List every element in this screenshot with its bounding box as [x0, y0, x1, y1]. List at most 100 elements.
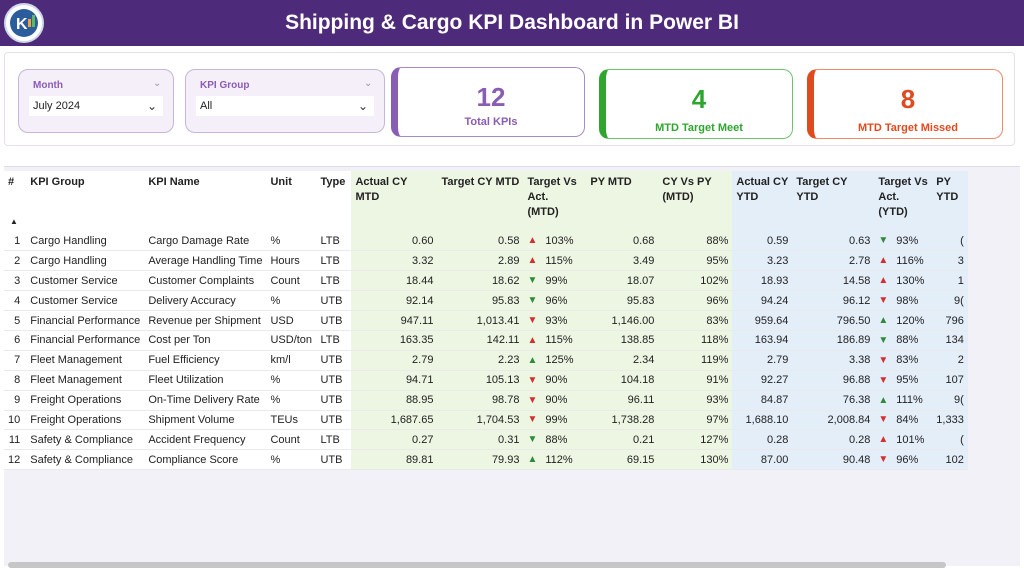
cell-py-ytd: 102 [932, 449, 968, 471]
cell-tva-ytd: 88% [892, 330, 933, 351]
cell-target-ytd: 90.48 [792, 449, 875, 471]
triangle-up-icon: ▲ [874, 429, 893, 451]
cell-unit: km/l [266, 350, 317, 371]
cell-unit: % [266, 290, 317, 312]
triangle-up-icon: ▲ [523, 330, 542, 351]
cell-actual-mtd: 94.71 [351, 370, 438, 391]
table-row[interactable]: 5 Financial Performance Revenue per Shipme… [4, 310, 968, 331]
cell-idx: 7 [4, 350, 27, 371]
chevron-down-icon[interactable]: ⌄ [364, 78, 373, 89]
table-row[interactable]: 3 Customer Service Customer Complaints Coun… [4, 270, 968, 292]
col-header-kpi-group[interactable]: KPI Group [26, 171, 145, 231]
triangle-up-icon: ▲ [523, 250, 542, 272]
cell-py-ytd: ( [932, 429, 968, 451]
page-title: Shipping & Cargo KPI Dashboard in Power … [285, 11, 739, 34]
cell-idx: 5 [4, 310, 27, 331]
cell-py-mtd: 95.83 [586, 290, 659, 312]
cell-name: Cost per Ton [144, 330, 267, 351]
horizontal-scrollbar[interactable] [8, 562, 946, 568]
col-header-unit[interactable]: Unit [266, 171, 317, 231]
col-header-target-vs-act-ytd[interactable]: Target Vs Act. (YTD) [874, 171, 933, 231]
col-header-cy-vs-py-mtd[interactable]: CY Vs PY (MTD) [658, 171, 733, 231]
triangle-up-icon: ▲ [874, 270, 893, 292]
triangle-down-icon: ▼ [523, 390, 542, 411]
cell-target-mtd: 105.13 [437, 370, 524, 391]
sort-ascending-icon[interactable]: ▲ [10, 217, 18, 226]
table-row[interactable]: 2 Cargo Handling Average Handling Time Hour… [4, 250, 968, 272]
table-row[interactable]: 10 Freight Operations Shipment Volume TEUs U… [4, 410, 968, 431]
triangle-up-icon: ▲ [523, 350, 542, 371]
table-row[interactable]: 8 Fleet Management Fleet Utilization% UTB 94… [4, 370, 968, 391]
cell-cyvpy-mtd: 91% [658, 370, 733, 391]
col-header-py-ytd[interactable]: PY YTD [932, 171, 968, 231]
cell-idx: 10 [4, 410, 27, 431]
cell-tva-mtd: 99% [541, 410, 587, 431]
table-row[interactable]: 1 Cargo Handling Cargo Damage Rate% LTB 0.60… [4, 231, 968, 252]
cell-actual-ytd: 87.00 [732, 449, 793, 471]
cell-unit: % [266, 370, 317, 391]
cell-target-mtd: 142.11 [437, 330, 524, 351]
cell-tva-ytd: 101% [892, 429, 933, 451]
cell-target-mtd: 2.89 [437, 250, 524, 272]
cell-cyvpy-mtd: 130% [658, 449, 733, 471]
col-header-actual-cy-ytd[interactable]: Actual CY YTD [732, 171, 793, 231]
cell-idx: 11 [4, 429, 27, 451]
dropdown-arrow-icon[interactable]: ⌄ [357, 99, 368, 113]
cell-py-ytd: ( [932, 231, 968, 252]
mtd-target-meet-value: 4 [691, 84, 707, 114]
cell-actual-ytd: 1,688.10 [732, 410, 793, 431]
triangle-up-icon: ▲ [523, 449, 542, 471]
cell-tva-mtd: 125% [541, 350, 587, 371]
table-row[interactable]: 4 Customer Service Delivery Accuracy% UTB 92… [4, 290, 968, 312]
cell-actual-ytd: 0.28 [732, 429, 793, 451]
dropdown-arrow-icon[interactable]: ⌄ [146, 99, 157, 113]
col-header-target-cy-ytd[interactable]: Target CY YTD [792, 171, 875, 231]
col-header-index[interactable]: # [4, 171, 27, 231]
cell-actual-mtd: 1,687.65 [351, 410, 438, 431]
cell-tva-mtd: 90% [541, 390, 587, 411]
table-row[interactable]: 9 Freight Operations On-Time Delivery Rate… [4, 390, 968, 411]
cell-py-mtd: 138.85 [586, 330, 659, 351]
cell-unit: % [266, 231, 317, 252]
cell-actual-mtd: 0.27 [351, 429, 438, 451]
cell-py-mtd: 2.34 [586, 350, 659, 371]
cell-cyvpy-mtd: 102% [658, 270, 733, 292]
table-row[interactable]: 12 Safety & Compliance Compliance Score% UT… [4, 449, 968, 471]
cell-py-mtd: 69.15 [586, 449, 659, 471]
chevron-down-icon[interactable]: ⌄ [153, 78, 162, 89]
cell-py-mtd: 104.18 [586, 370, 659, 391]
table-row[interactable]: 6 Financial Performance Cost per Ton USD/to… [4, 330, 968, 351]
cell-idx: 6 [4, 330, 27, 351]
col-header-target-cy-mtd[interactable]: Target CY MTD [437, 171, 524, 231]
col-header-kpi-name[interactable]: KPI Name [144, 171, 267, 231]
table-row[interactable]: 11 Safety & Compliance Accident Frequency C… [4, 429, 968, 451]
header-bar: K Shipping & Cargo KPI Dashboard in Powe… [0, 0, 1024, 46]
cell-group: Fleet Management [26, 350, 145, 371]
cell-py-mtd: 18.07 [586, 270, 659, 292]
cell-unit: % [266, 449, 317, 471]
cell-tva-ytd: 84% [892, 410, 933, 431]
cell-target-mtd: 0.58 [437, 231, 524, 252]
cell-py-ytd: 134 [932, 330, 968, 351]
kpi-group-dropdown[interactable]: All ⌄ [196, 96, 374, 116]
table-row[interactable]: 7 Fleet Management Fuel Efficiency km/l UTB 2… [4, 350, 968, 371]
col-header-target-vs-act-mtd[interactable]: Target Vs Act. (MTD) [523, 171, 587, 231]
col-header-actual-cy-mtd[interactable]: Actual CY MTD [351, 171, 438, 231]
col-header-type[interactable]: Type [316, 171, 352, 231]
mtd-target-meet-label: MTD Target Meet [655, 122, 743, 134]
triangle-down-icon: ▼ [523, 290, 542, 312]
mtd-target-meet-card: 4 MTD Target Meet [599, 69, 793, 139]
cell-name: Fleet Utilization [144, 370, 267, 391]
cell-tva-ytd: 98% [892, 290, 933, 312]
month-dropdown[interactable]: July 2024 ⌄ [29, 96, 163, 116]
triangle-up-icon: ▲ [874, 250, 893, 272]
kpi-group-slicer[interactable]: KPI Group ⌄ All ⌄ [185, 69, 385, 133]
month-slicer-label: Month [33, 80, 63, 91]
month-slicer[interactable]: Month ⌄ July 2024 ⌄ [18, 69, 174, 133]
cell-idx: 4 [4, 290, 27, 312]
mtd-target-missed-label: MTD Target Missed [857, 122, 959, 134]
col-header-py-mtd[interactable]: PY MTD [586, 171, 659, 231]
cell-tva-ytd: 120% [892, 310, 933, 331]
triangle-up-icon: ▲ [874, 390, 893, 411]
kpi-group-slicer-label: KPI Group [200, 80, 250, 91]
